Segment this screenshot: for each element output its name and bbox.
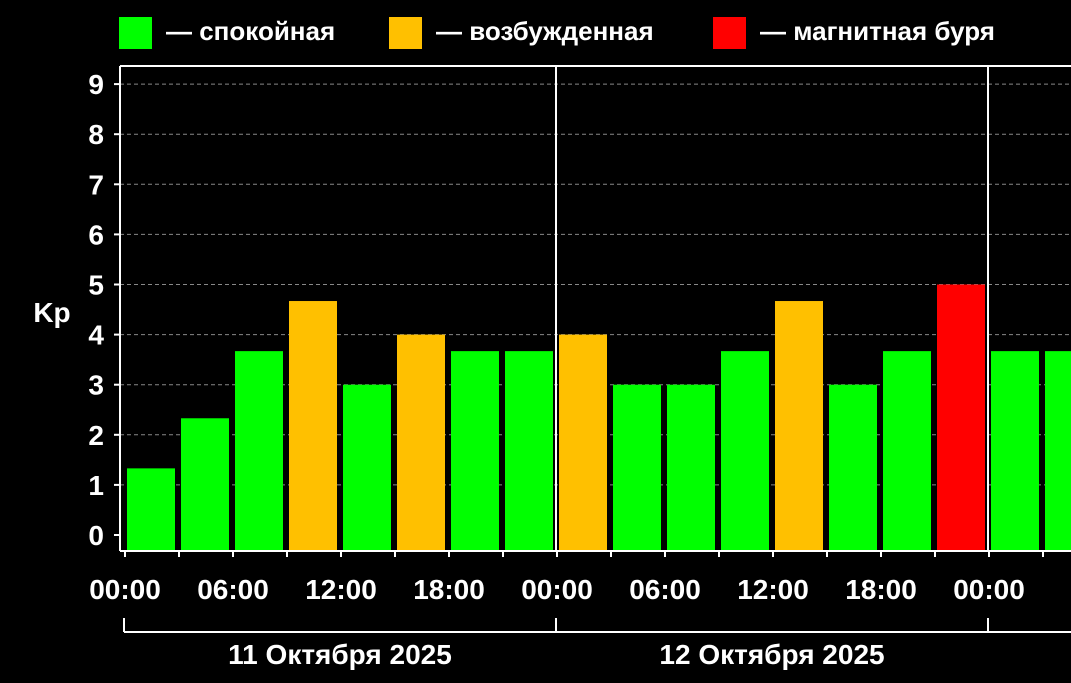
bar-14 <box>883 351 931 551</box>
y-tick-label-2: 2 <box>88 420 104 451</box>
x-tick-label-0: 00:00 <box>89 574 161 605</box>
bar-4 <box>343 384 391 551</box>
bar-16 <box>991 351 1039 551</box>
x-tick-label-8: 00:00 <box>953 574 1025 605</box>
y-tick-label-9: 9 <box>88 69 104 100</box>
bar-5 <box>397 334 445 551</box>
y-tick-label-1: 1 <box>88 470 104 501</box>
y-tick-labels: 0 1 2 3 4 5 6 7 8 9 <box>88 69 104 551</box>
y-tick-label-0: 0 <box>88 520 104 551</box>
bar-12 <box>775 301 823 551</box>
x-tick-label-1: 06:00 <box>197 574 269 605</box>
x-tick-label-7: 18:00 <box>845 574 917 605</box>
bar-11 <box>721 351 769 551</box>
day-labels: 11 Октября 2025 12 Октября 2025 <box>123 618 1071 670</box>
legend-swatch-2 <box>713 17 746 49</box>
x-tick-label-4: 00:00 <box>521 574 593 605</box>
x-tick-label-2: 12:00 <box>305 574 377 605</box>
day-label-1: 12 Октября 2025 <box>659 639 884 670</box>
bar-1 <box>181 418 229 551</box>
x-tick-label-3: 18:00 <box>413 574 485 605</box>
y-tick-label-3: 3 <box>88 370 104 401</box>
legend-label-1: — возбужденная <box>436 16 654 46</box>
y-tick-label-7: 7 <box>88 169 104 200</box>
bar-10 <box>667 384 715 551</box>
bar-0 <box>127 468 175 551</box>
legend-label-2: — магнитная буря <box>760 16 995 46</box>
x-tick-label-6: 12:00 <box>737 574 809 605</box>
bar-15 <box>937 284 985 551</box>
x-tick-labels: 00:00 06:00 12:00 18:00 00:00 06:00 12:00 18:00… <box>89 574 1025 605</box>
legend: — спокойная — возбужденная — магнитная бур… <box>119 16 995 49</box>
y-tick-label-6: 6 <box>88 219 104 250</box>
y-tick-label-8: 8 <box>88 119 104 150</box>
bar-9 <box>613 384 661 551</box>
legend-swatch-0 <box>119 17 152 49</box>
x-tick-label-5: 06:00 <box>629 574 701 605</box>
bar-8 <box>559 334 607 551</box>
legend-swatch-1 <box>389 17 422 49</box>
bar-6 <box>451 351 499 551</box>
bars <box>127 284 1071 551</box>
axes <box>114 65 1071 557</box>
y-axis-label: Kp <box>33 297 70 328</box>
bar-13 <box>829 384 877 551</box>
y-tick-label-4: 4 <box>88 320 104 351</box>
y-tick-label-5: 5 <box>88 270 104 301</box>
day-label-0: 11 Октября 2025 <box>228 639 452 670</box>
legend-label-0: — спокойная <box>166 16 335 46</box>
bar-7 <box>505 351 553 551</box>
bar-17 <box>1045 351 1071 551</box>
bar-2 <box>235 351 283 551</box>
bar-3 <box>289 301 337 551</box>
